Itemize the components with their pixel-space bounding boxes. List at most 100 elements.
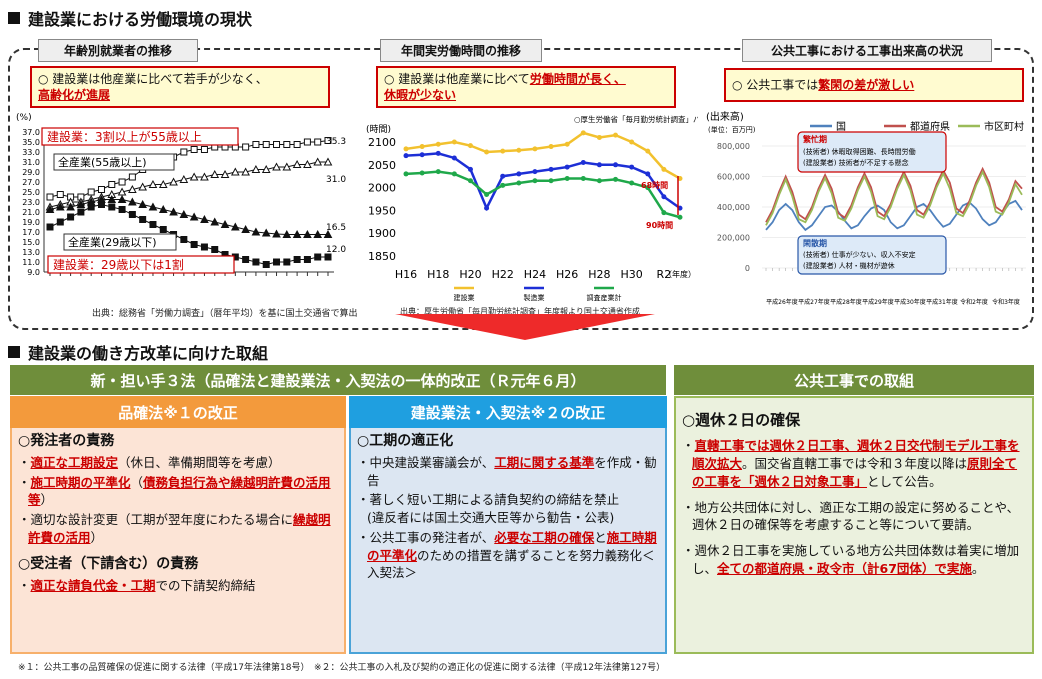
age-ytick: 19.0 [22,218,40,227]
col-kensetsu-body: ○工期の適正化 ・中央建設業審議会が、工期に関する基準を作成・勧告 ・著しく短い… [357,433,657,581]
age-point [252,258,260,266]
age-point [158,179,168,188]
hours-point [419,152,425,158]
svg-text:建設業：29歳以下は1割: 建設業：29歳以下は1割 [53,257,184,272]
pw-ytick: 200,000 [717,234,750,243]
age-series-line [49,140,329,198]
age-point [200,243,208,251]
age-point [148,202,158,211]
age-point [313,157,323,166]
pw-ytick: 0 [745,264,750,273]
pw-year-label: 平成27年度 [798,298,830,306]
hours-point [645,185,651,191]
age-ytick: 9.0 [27,268,40,277]
pw-year-label: 平成31年度 [926,298,958,306]
age-point [118,178,126,186]
age-point [139,216,147,223]
hours-point [500,182,506,188]
hours-point [451,155,457,161]
age-point [241,167,250,176]
age-ytick: 27.0 [22,178,40,187]
age-point [169,177,178,186]
age-point [169,207,178,216]
age-value-16: 16.5 [326,223,346,233]
hours-point [419,144,425,150]
age-point [97,186,105,193]
hours-point [516,180,522,186]
age-ytick: 23.0 [22,198,40,207]
age-point [293,141,301,148]
hours-legend-label: 調査産業計 [587,293,622,302]
hours-point [435,169,441,175]
hours-point [580,175,586,181]
age-point [241,224,250,233]
age-value-35: 35.3 [326,137,346,147]
age-point [293,256,301,263]
age-point [128,197,137,206]
hours-xtick: H18 [427,268,449,281]
age-point [313,229,323,238]
col-public-body: ○週休２日の確保 ・直轄工事では週休２日工事、週休２日交代制モデル工事を順次拡大… [682,411,1020,576]
svg-text:(建設業者) 人材・機材が遊休: (建設業者) 人材・機材が遊休 [803,261,895,270]
age-point [210,169,220,178]
hours-point [564,141,570,147]
hours-point [532,178,538,184]
age-point [324,137,332,144]
age-point [262,141,270,148]
hours-ytick: 1950 [368,204,396,217]
pw-legend-label: 市区町村 [984,120,1024,133]
hours-xtick: H22 [492,268,514,281]
svg-text:(建設業者) 技術者が不足する懸念: (建設業者) 技術者が不足する懸念 [803,158,909,167]
age-point [252,141,260,148]
hours-point [403,171,409,177]
hours-point [419,170,425,176]
age-ytick: 21.0 [22,208,40,217]
age-point [200,172,209,181]
hours-point [516,171,522,177]
age-point [87,203,95,211]
age-point [179,174,189,183]
pw-ytick: 400,000 [717,203,750,212]
age-point [292,229,302,238]
pw-legend-label: 都道府県 [910,120,950,133]
hours-point [467,178,473,184]
hours-chart: (時間) ○厚生労働省「毎月勤労統計調査」パートタイムを除く一般労働者 2100… [366,114,698,302]
hours-point [403,153,409,159]
age-point [220,219,230,228]
pw-series-line [765,166,1023,223]
age-chart: (%) 37.035.033.031.029.027.025.023.021.0… [16,113,346,277]
footnotes: ※１：公共工事の品質確保の促進に関する法律（平成17年法律第18号） ※２：公共… [18,663,666,673]
age-point [262,261,270,268]
age-point [46,223,54,231]
age-point [128,184,137,193]
hours-point [580,130,586,136]
pw-yunit: (単位：百万円) [708,125,756,134]
age-point [87,188,95,196]
hours-xtick: H30 [621,268,643,281]
svg-text:建設業：3割以上が55歳以上: 建設業：3割以上が55歳以上 [47,129,202,144]
hours-point [532,146,538,152]
hours-point [629,164,635,170]
hours-ytick: 2100 [368,136,396,149]
section2-title: 建設業の働き方改革に向けた取組 [8,340,268,364]
hours-point [629,180,635,186]
callout-aging: ○ 建設業は他産業に比べて若手が少なく、 高齢化が進展 [30,66,330,108]
hours-point [467,143,473,149]
age-point [283,258,291,266]
col-hinkaku-body: ○発注者の責務 ・適正な工期設定（休日、準備期間等を考慮） ・施工時期の平準化（… [18,433,331,593]
age-value-31: 31.0 [326,175,346,185]
pw-year-label: 平成29年度 [862,298,894,306]
svg-text:全産業(55歳以上): 全産業(55歳以上) [58,155,147,169]
hours-xtick: H20 [459,268,481,281]
pw-ylabel: (出来高) [706,110,744,123]
age-point [158,204,168,213]
hours-xtick: H28 [588,268,610,281]
age-point [66,202,75,211]
svg-text:繁忙期: 繁忙期 [802,134,827,144]
hours-point [548,166,554,172]
hours-point [596,178,602,184]
age-ytick: 31.0 [22,158,40,167]
age-point [118,206,126,213]
hours-point [613,132,619,138]
pw-legend-label: 国 [836,121,846,133]
